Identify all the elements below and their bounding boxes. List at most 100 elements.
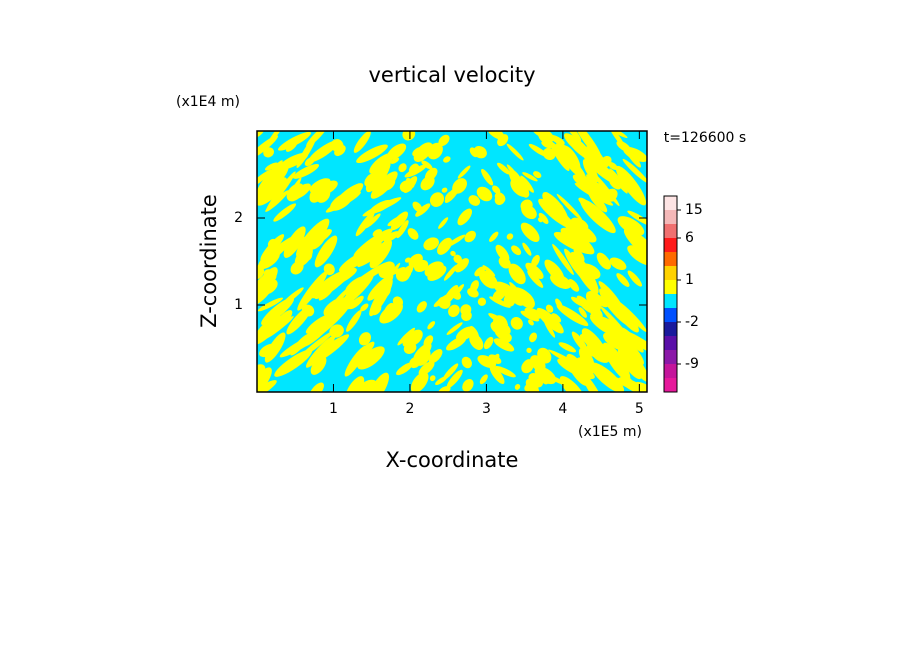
field-patch	[489, 231, 499, 242]
field-patch	[537, 217, 543, 223]
field-patch	[506, 143, 524, 161]
field-patch	[623, 228, 647, 263]
field-patch	[429, 375, 436, 382]
field-patch	[316, 188, 331, 203]
field-patch	[416, 301, 427, 313]
field-patch	[589, 314, 630, 341]
field-patch	[310, 356, 327, 375]
field-patch	[415, 203, 431, 217]
field-patch	[578, 307, 587, 318]
field-patch	[264, 162, 278, 171]
field-patch	[383, 262, 401, 285]
field-patch	[527, 270, 544, 288]
field-patch	[450, 289, 461, 300]
field-patch	[338, 249, 373, 273]
field-patch	[257, 315, 282, 345]
field-patch	[468, 195, 481, 206]
field-patch	[497, 162, 511, 175]
colorbar-tick-label: 15	[685, 202, 703, 218]
field-patch	[263, 147, 275, 158]
field-patch	[617, 216, 645, 236]
field-patch	[479, 270, 498, 289]
field-patch	[292, 163, 320, 179]
field-patch	[267, 238, 277, 248]
field-patch	[410, 371, 429, 392]
field-patch	[413, 142, 433, 162]
field-patch	[623, 146, 647, 162]
colorbar-segment	[664, 350, 677, 364]
field-patch	[474, 266, 486, 277]
field-patch	[570, 296, 585, 307]
colorbar-segment	[664, 280, 677, 294]
field-patch	[290, 333, 310, 356]
colorbar-segment	[664, 238, 677, 252]
field-patch	[355, 211, 375, 237]
field-patch	[616, 273, 630, 287]
field-patch	[550, 141, 570, 171]
field-patch	[357, 346, 385, 370]
field-patch	[582, 152, 617, 184]
field-patch	[443, 156, 451, 163]
field-patch	[292, 183, 311, 199]
field-patch	[556, 304, 589, 327]
field-patch	[370, 171, 398, 199]
field-patch	[514, 383, 521, 390]
field-patch	[408, 163, 420, 176]
field-patch	[520, 310, 540, 322]
field-patch	[510, 317, 523, 330]
field-patch	[520, 175, 534, 193]
field-patch	[494, 194, 505, 206]
field-patch	[528, 319, 534, 326]
field-patch	[365, 238, 382, 262]
field-patch	[364, 213, 381, 229]
field-patch	[278, 131, 312, 151]
field-patch	[604, 344, 622, 364]
y-tick-label: 2	[234, 210, 243, 226]
field-patch	[482, 265, 496, 277]
field-patch	[362, 197, 402, 217]
field-patch	[483, 336, 494, 350]
field-patch	[286, 305, 312, 335]
field-patch	[424, 261, 444, 278]
field-patch	[345, 270, 375, 296]
field-patch	[257, 279, 275, 307]
field-patch	[538, 212, 549, 224]
field-patch	[461, 356, 472, 369]
field-patch	[563, 219, 597, 243]
field-patch	[304, 156, 315, 167]
field-patch	[283, 226, 306, 258]
field-patch	[619, 342, 644, 379]
field-patch	[524, 381, 537, 392]
field-patch	[627, 270, 643, 287]
field-patch	[437, 296, 451, 309]
field-patch	[349, 295, 364, 310]
field-patch	[538, 131, 554, 144]
field-patch	[427, 321, 436, 330]
field-patch	[493, 338, 515, 352]
field-patch	[577, 169, 600, 198]
field-patch	[621, 354, 642, 380]
field-patch	[609, 168, 628, 194]
field-patch	[444, 191, 453, 200]
field-patch	[345, 376, 365, 392]
field-patch	[356, 144, 388, 164]
field-patch	[334, 144, 346, 157]
field-patch	[407, 228, 419, 240]
x-tick-label: 4	[558, 401, 567, 417]
field-patch	[257, 177, 287, 206]
field-patch	[294, 246, 313, 267]
field-patch	[469, 333, 484, 350]
field-patch	[489, 296, 511, 308]
field-patch	[314, 269, 352, 299]
field-patch	[261, 297, 295, 326]
field-patch	[339, 299, 350, 314]
field-patch	[528, 143, 549, 158]
field-patch	[365, 159, 391, 193]
y-tick-label: 1	[234, 297, 243, 313]
field-patch	[608, 161, 618, 170]
colorbar-segment	[664, 224, 677, 238]
field-patch	[493, 281, 515, 297]
field-patch	[403, 342, 417, 354]
field-patch	[257, 267, 265, 280]
